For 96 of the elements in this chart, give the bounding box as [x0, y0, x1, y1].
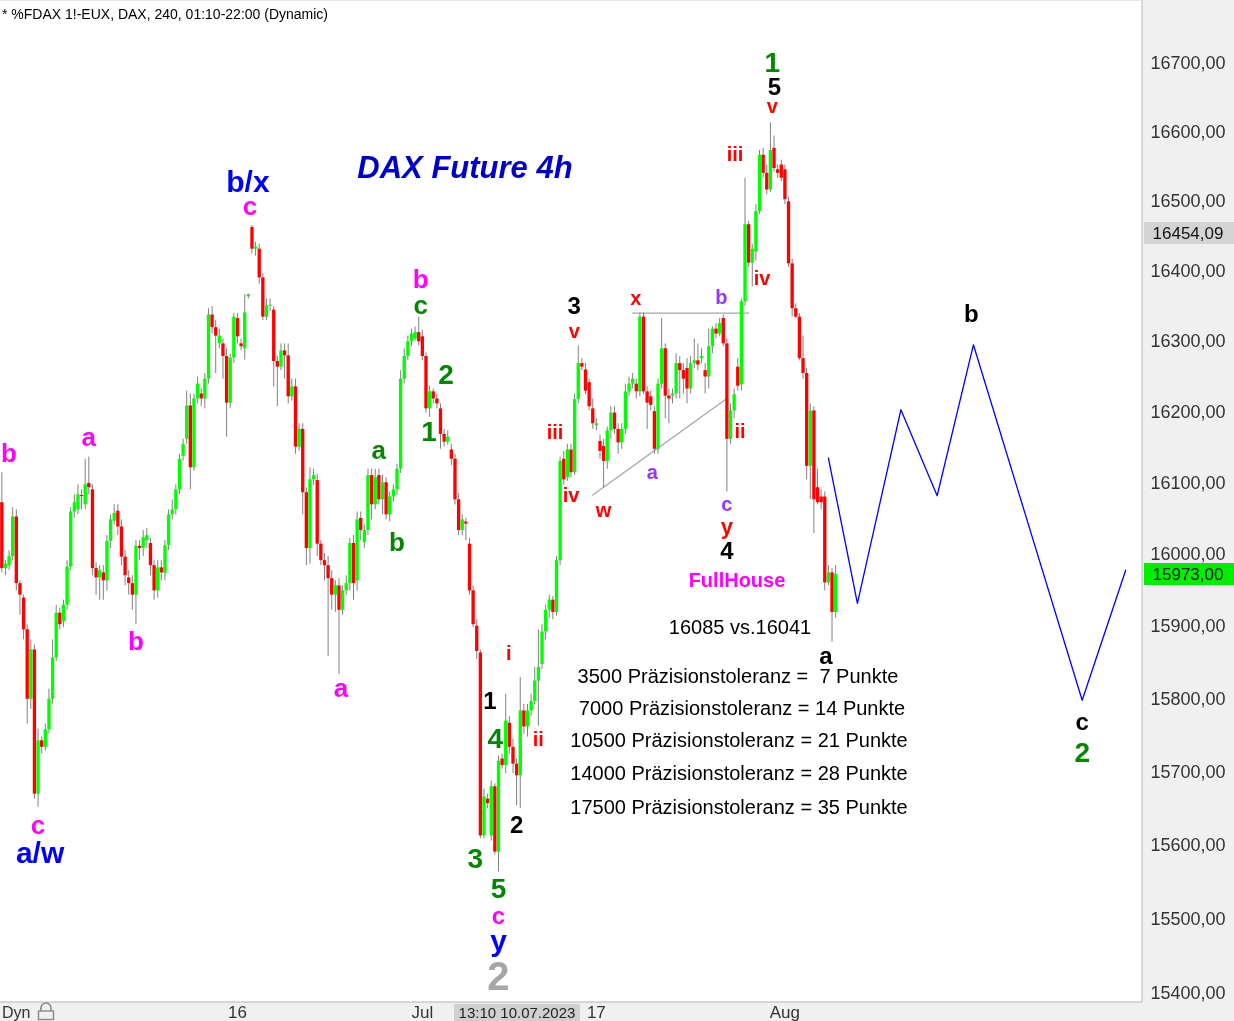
text: 13:10 10.07.2023 [458, 1004, 576, 1021]
annotation: FullHouse [688, 569, 786, 591]
candlestick [388, 490, 392, 522]
text: 15973,00 [1152, 564, 1224, 584]
candlestick [282, 342, 287, 380]
candlestick [326, 555, 330, 657]
y-tick-label: 16000,00 [1150, 544, 1226, 565]
candlestick [130, 574, 134, 611]
y-tick-label: 16200,00 [1150, 401, 1226, 422]
candlestick [460, 513, 464, 536]
candlestick [141, 529, 145, 557]
annotation: v [568, 320, 581, 343]
annotation: i [505, 641, 512, 664]
annotation: c [491, 901, 506, 929]
annotation: 16085 vs.16041 [668, 616, 812, 638]
candlestick [79, 488, 84, 510]
x-tick-label: 16 [228, 1003, 247, 1021]
annotation: b [389, 527, 405, 557]
annotation: 17500 Präzisionstoleranz = 35 Punkte [570, 796, 908, 818]
candlestick [413, 325, 417, 342]
text: Dyn [2, 1004, 31, 1021]
annotation: a [333, 673, 349, 704]
annotation: 1 [483, 686, 497, 714]
annotation: b [128, 626, 144, 657]
annotation: ii [734, 420, 746, 442]
annotation: 3 [567, 291, 581, 319]
annotation: b/x [226, 165, 270, 199]
annotation: iii [726, 143, 744, 165]
annotation: w [594, 499, 612, 522]
y-tick-label: 15600,00 [1150, 834, 1226, 855]
annotation: b [1, 438, 17, 468]
candlestick [717, 317, 722, 337]
candlestick [551, 595, 555, 620]
candlestick [569, 443, 573, 478]
candlestick [239, 337, 243, 351]
annotation: c [1075, 707, 1089, 735]
annotation: 2 [1074, 736, 1090, 768]
annotation: 2 [438, 358, 454, 390]
annotation: 5 [490, 872, 507, 904]
annotation: 4 [487, 722, 504, 754]
y-tick-label: 16400,00 [1150, 261, 1226, 282]
annotation: iii [546, 421, 564, 443]
annotation: iv [562, 484, 581, 507]
y-tick-label: 15700,00 [1150, 761, 1226, 782]
candlestick [275, 355, 280, 407]
candlestick [536, 628, 541, 727]
candlestick [250, 224, 254, 255]
text: 16454,09 [1152, 223, 1224, 243]
candlestick [76, 483, 80, 515]
annotation: 14000 Präzisionstoleranz = 28 Punkte [570, 762, 908, 784]
annotation: iv [753, 267, 772, 289]
annotation: b [964, 300, 979, 328]
x-tick-label: Aug [769, 1003, 801, 1021]
y-tick-label: 16100,00 [1150, 472, 1226, 493]
annotation: 1 [421, 416, 437, 448]
annotation: 7000 Präzisionstoleranz = 14 Punkte [578, 697, 906, 719]
annotation: b [715, 285, 728, 308]
text: DAX Future 4h [357, 149, 573, 185]
candlestick [340, 584, 345, 616]
candlestick [435, 393, 439, 409]
candlestick [681, 362, 686, 394]
candlestick [522, 703, 526, 735]
chart-subtitle: * %FDAX 1!-EUX, DAX, 240, 01:10-22:00 (Dynamic) [2, 6, 329, 22]
candlestick [264, 297, 269, 321]
y-tick-label: 15400,00 [1150, 983, 1226, 1004]
annotation: a [371, 434, 387, 465]
y-tick-label: 16500,00 [1150, 191, 1226, 212]
y-tick-label: 16600,00 [1150, 121, 1226, 142]
candlestick [297, 422, 301, 452]
annotation: 2 [509, 810, 524, 838]
annotation: x [630, 287, 642, 310]
candlestick [156, 559, 160, 599]
annotation: a [81, 421, 97, 452]
annotation: 3 [467, 842, 484, 874]
x-tick-label: Jul [411, 1003, 434, 1021]
annotation: c [721, 493, 733, 516]
y-tick-label: 15900,00 [1150, 616, 1226, 637]
candlestick [333, 579, 338, 613]
candlestick [83, 458, 87, 510]
candlestick [703, 362, 707, 394]
candlestick [692, 337, 696, 369]
candlestick [601, 438, 606, 488]
candlestick [685, 357, 689, 404]
x-tick-label: 17 [586, 1003, 606, 1021]
annotation: ii [532, 727, 544, 750]
candlestick [464, 517, 468, 541]
y-tick-label: 15500,00 [1150, 908, 1226, 929]
candlestick [174, 483, 178, 515]
y-tick-label: 15800,00 [1150, 688, 1226, 709]
y-tick-label: 16300,00 [1150, 331, 1226, 352]
annotation: 10500 Präzisionstoleranz = 21 Punkte [570, 729, 908, 751]
candlestick [101, 564, 105, 601]
y-tick-label: 16700,00 [1150, 53, 1226, 74]
candlestick [714, 322, 718, 339]
annotation: a [646, 460, 659, 483]
candlestick [290, 378, 294, 402]
